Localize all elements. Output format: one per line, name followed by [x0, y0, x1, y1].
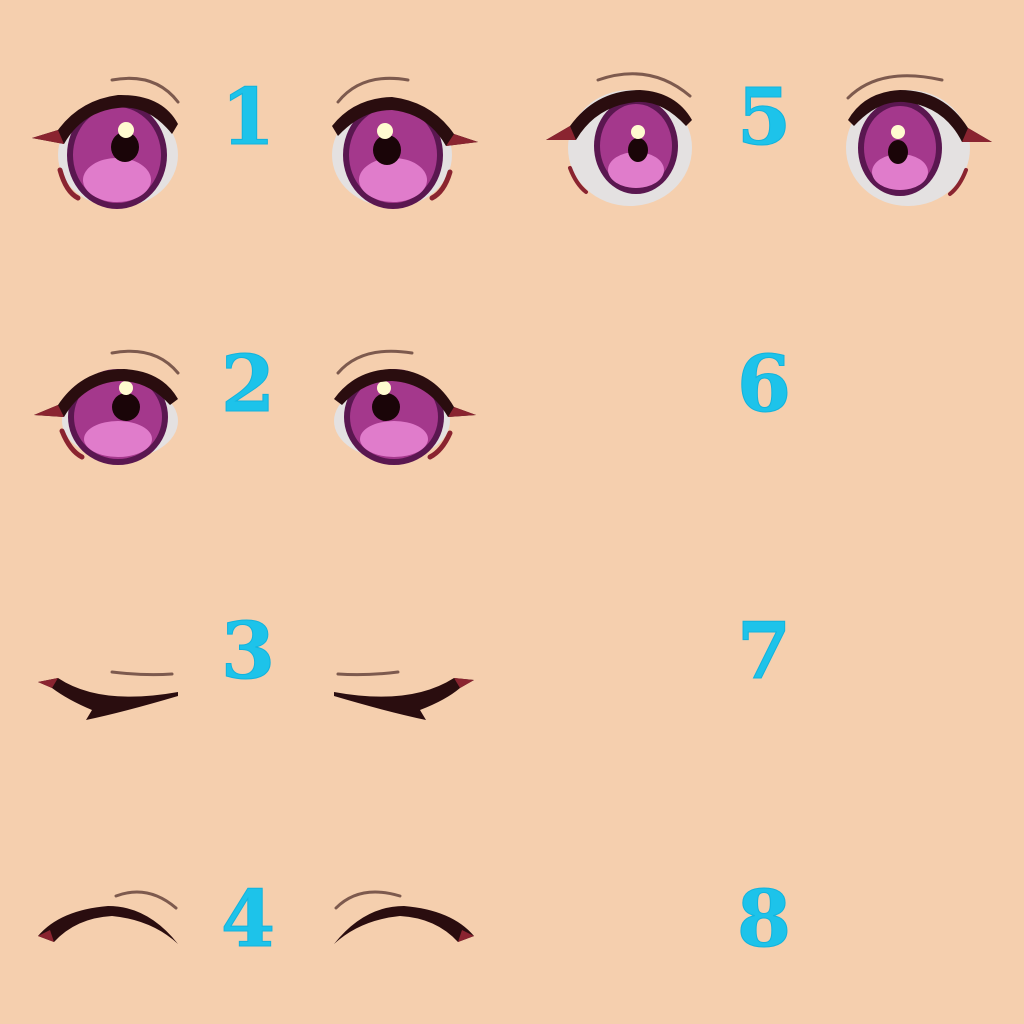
- iris-glow: [84, 421, 152, 457]
- upper-lash: [848, 90, 992, 142]
- brow-stroke: [336, 670, 400, 677]
- right-eye: [332, 76, 478, 209]
- eyes-half-open-pair: [34, 349, 476, 465]
- right-eye: [334, 670, 474, 720]
- slot-3-eyes-closed-relaxed[interactable]: [20, 650, 500, 740]
- slot-number-7: 7: [736, 606, 792, 697]
- slot-number-1: 1: [220, 72, 276, 163]
- brow-stroke: [334, 890, 402, 910]
- iris-glow: [359, 158, 427, 202]
- lash-tip: [448, 407, 476, 417]
- brow-stroke: [114, 890, 178, 910]
- iris-glow: [83, 158, 151, 202]
- lash-tip: [38, 930, 54, 942]
- catchlight: [631, 125, 645, 139]
- left-eye: [38, 890, 178, 944]
- upper-lash: [34, 369, 178, 417]
- pupil: [373, 135, 401, 165]
- lash-tip: [458, 930, 474, 942]
- left-eye: [34, 349, 180, 465]
- iris-glow: [872, 154, 928, 190]
- eyes-closed-smile-pair: [38, 890, 474, 944]
- slot-2-eyes-half-open[interactable]: [20, 335, 500, 485]
- brow-stroke: [110, 76, 180, 104]
- brow-stroke: [846, 74, 944, 100]
- left-eye: [38, 670, 178, 720]
- closed-lash: [334, 906, 474, 944]
- pupil: [111, 132, 139, 162]
- lower-shadow: [429, 169, 453, 201]
- lash-tip: [34, 405, 64, 417]
- upper-lash: [546, 90, 692, 140]
- lower-shadow: [427, 430, 453, 460]
- upper-lash: [332, 97, 478, 146]
- closed-lash: [334, 678, 474, 720]
- lash-tip: [962, 128, 992, 142]
- brow-stroke: [336, 349, 414, 375]
- brow-stroke: [110, 670, 174, 677]
- pupil: [372, 393, 400, 421]
- lower-shadow: [948, 168, 968, 196]
- slot-number-5: 5: [736, 72, 792, 163]
- lash-tip: [454, 678, 474, 688]
- left-eye: [32, 76, 180, 209]
- lash-tip: [38, 678, 58, 688]
- catchlight: [891, 125, 905, 139]
- slot-4-eyes-closed-smile[interactable]: [20, 880, 500, 960]
- iris-glow: [360, 421, 428, 457]
- slot-number-8: 8: [736, 874, 792, 965]
- slot-5-eyes-wide-open[interactable]: [540, 60, 1010, 220]
- slot-1-eyes-open[interactable]: [20, 60, 500, 230]
- slot-number-6: 6: [736, 339, 792, 430]
- lash-tip: [446, 134, 478, 146]
- pupil: [112, 393, 140, 421]
- slot-number-3: 3: [220, 606, 276, 697]
- eyes-open-pair: [32, 76, 478, 209]
- brow-stroke: [110, 349, 180, 375]
- catchlight: [118, 122, 134, 138]
- left-eye: [546, 72, 692, 206]
- catchlight: [377, 381, 391, 395]
- brow-stroke: [336, 76, 410, 104]
- upper-lash: [32, 94, 178, 144]
- right-eye: [846, 74, 992, 206]
- catchlight: [377, 123, 393, 139]
- lower-shadow: [57, 167, 81, 201]
- lash-tip: [546, 126, 576, 140]
- iris-glow: [608, 152, 664, 188]
- pupil: [888, 140, 908, 164]
- slot-number-2: 2: [220, 339, 276, 430]
- right-eye: [334, 890, 474, 944]
- lower-shadow: [568, 166, 588, 194]
- upper-lash: [334, 369, 476, 417]
- lower-shadow: [59, 428, 85, 460]
- eyes-closed-relaxed-pair: [38, 670, 474, 720]
- lash-tip: [32, 130, 64, 144]
- eyes-wide-open-pair: [546, 72, 992, 206]
- closed-lash: [38, 906, 178, 944]
- closed-lash: [38, 678, 178, 720]
- brow-stroke: [596, 72, 692, 98]
- right-eye: [334, 349, 476, 465]
- pupil: [628, 138, 648, 162]
- catchlight: [119, 381, 133, 395]
- slot-number-4: 4: [220, 874, 276, 965]
